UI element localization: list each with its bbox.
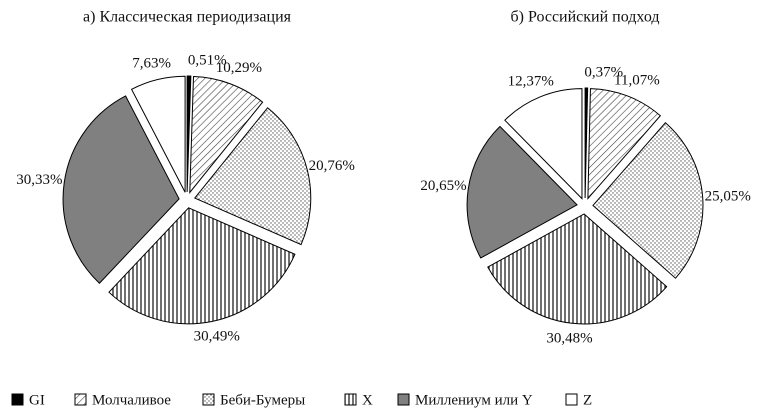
value-label: 20,76% bbox=[309, 158, 355, 174]
value-label: 25,05% bbox=[705, 189, 751, 205]
legend-label: GI bbox=[29, 392, 45, 408]
legend-label: X bbox=[362, 392, 373, 408]
pie-slice bbox=[504, 88, 583, 200]
legend-swatch bbox=[74, 393, 87, 406]
pie-slice bbox=[189, 76, 264, 194]
value-label: 0,51% bbox=[188, 53, 227, 69]
pie-slice bbox=[466, 125, 578, 259]
pie-slice bbox=[108, 207, 296, 325]
legend-swatch bbox=[344, 393, 357, 406]
chart-title: а) Классическая периодизация bbox=[83, 9, 292, 26]
value-label: 30,33% bbox=[16, 172, 62, 188]
value-label: 20,65% bbox=[420, 178, 466, 194]
legend-label: Молчаливое bbox=[92, 392, 171, 408]
legend-swatch bbox=[397, 393, 410, 406]
pie-slice bbox=[193, 107, 312, 246]
value-label: 30,48% bbox=[546, 331, 592, 347]
legend-swatch bbox=[11, 393, 24, 406]
value-label: 12,37% bbox=[508, 73, 554, 89]
pie-slice bbox=[584, 87, 589, 199]
pie-slice bbox=[62, 95, 180, 284]
value-label: 30,49% bbox=[194, 329, 240, 345]
pie-slice bbox=[186, 75, 192, 193]
value-label: 0,37% bbox=[584, 65, 623, 81]
legend-swatch bbox=[565, 393, 578, 406]
value-label: 11,07% bbox=[614, 73, 660, 89]
pie-slice bbox=[487, 213, 668, 325]
legend-label: Z bbox=[583, 392, 592, 408]
pie-slice bbox=[587, 88, 662, 200]
legend-label: Миллениум или Y bbox=[415, 392, 533, 408]
legend-swatch bbox=[202, 393, 215, 406]
legend-label: Беби-Бумеры bbox=[220, 392, 305, 408]
pie-slice bbox=[130, 75, 186, 193]
pie-slice bbox=[592, 121, 704, 279]
chart-title: б) Российский подход bbox=[510, 9, 659, 26]
value-label: 10,29% bbox=[216, 60, 262, 76]
value-label: 7,63% bbox=[132, 55, 171, 71]
